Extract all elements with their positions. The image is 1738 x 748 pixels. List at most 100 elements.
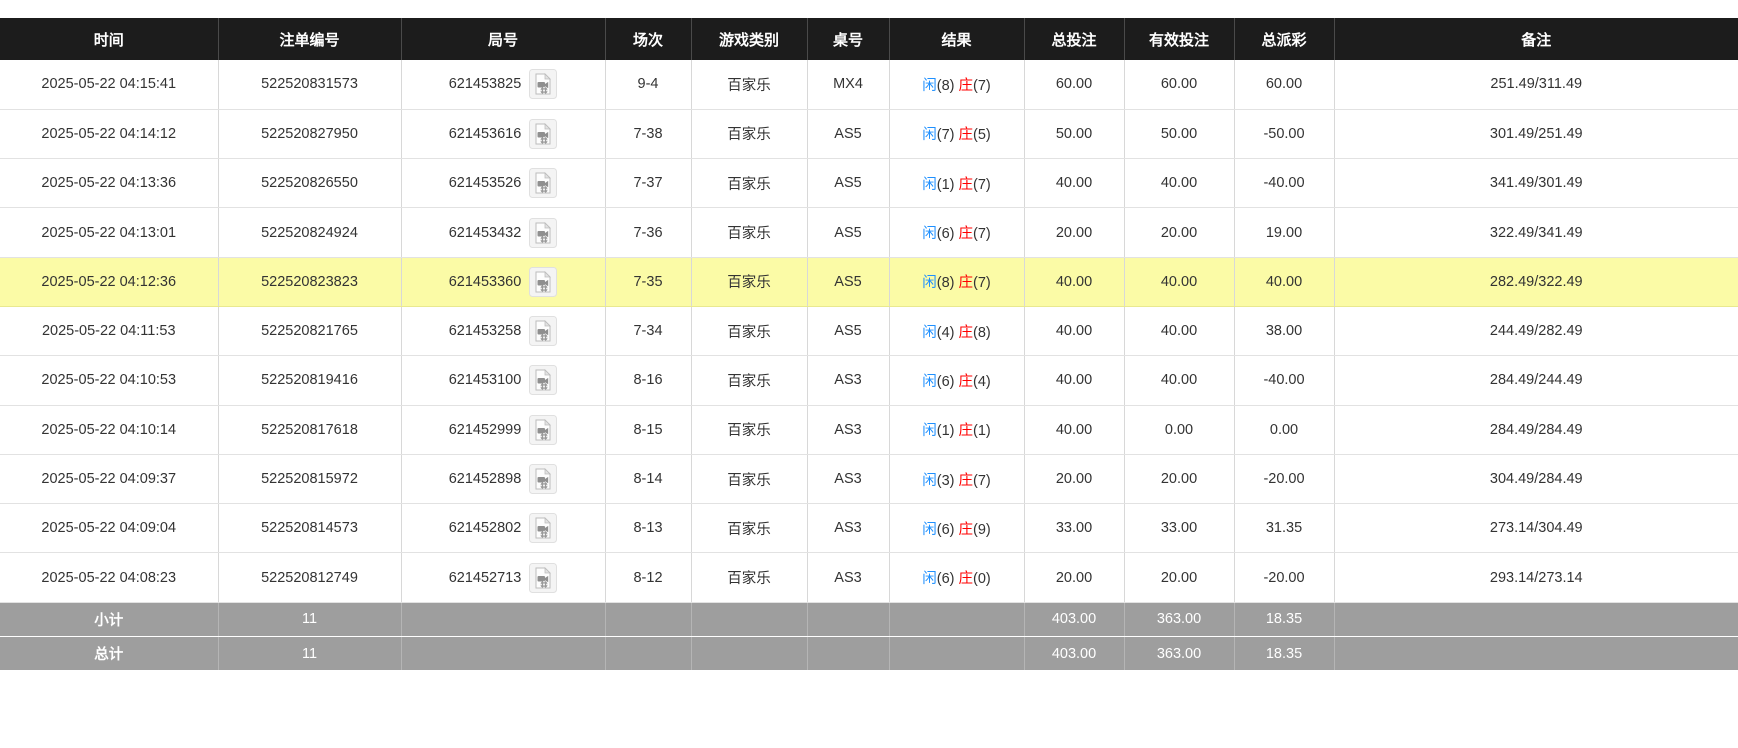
cell-bet-no: 522520824924 bbox=[218, 207, 402, 258]
table-row[interactable]: 2025-05-22 04:12:36 522520823823 621453360… bbox=[0, 257, 1738, 307]
cell-total-bet: 20.00 bbox=[1024, 207, 1125, 258]
table-row[interactable]: 2025-05-22 04:14:12 522520827950 621453616… bbox=[0, 109, 1738, 160]
cell-table-no: AS3 bbox=[807, 405, 890, 455]
round-no-text: 621453360 bbox=[448, 273, 522, 290]
footer-session-blank bbox=[605, 636, 692, 671]
video-replay-icon[interactable] bbox=[529, 414, 558, 445]
cell-game-type: 百家乐 bbox=[691, 405, 808, 455]
result-banker-score: (7) bbox=[973, 77, 991, 94]
video-replay-icon[interactable] bbox=[529, 464, 558, 495]
cell-round-no: 621453825 bbox=[401, 60, 606, 110]
video-replay-icon[interactable] bbox=[529, 316, 558, 347]
cell-bet-no: 522520817618 bbox=[218, 405, 402, 455]
cell-result: 闲(6) 庄(0) bbox=[889, 552, 1025, 603]
cell-time: 2025-05-22 04:14:12 bbox=[0, 109, 219, 160]
round-no-text: 621453432 bbox=[448, 224, 522, 241]
cell-game-type: 百家乐 bbox=[691, 109, 808, 160]
cell-session: 8-15 bbox=[605, 405, 692, 455]
cell-table-no: AS3 bbox=[807, 454, 890, 505]
result-player-label: 闲 bbox=[922, 77, 937, 94]
cell-total-bet: 40.00 bbox=[1024, 355, 1125, 406]
video-replay-icon[interactable] bbox=[529, 513, 558, 544]
cell-session: 8-16 bbox=[605, 355, 692, 406]
result-banker-score: (7) bbox=[973, 472, 991, 489]
column-header-total-bet[interactable]: 总投注 bbox=[1024, 18, 1125, 60]
cell-table-no: AS3 bbox=[807, 552, 890, 603]
cell-game-type: 百家乐 bbox=[691, 60, 808, 110]
cell-table-no: AS5 bbox=[807, 158, 890, 209]
cell-note: 322.49/341.49 bbox=[1334, 207, 1738, 258]
result-player-score: (1) bbox=[936, 423, 955, 440]
result-player-label: 闲 bbox=[922, 521, 937, 538]
cell-result: 闲(6) 庄(9) bbox=[889, 503, 1025, 554]
footer-count: 11 bbox=[218, 602, 402, 637]
result-banker-label: 庄 bbox=[958, 176, 974, 193]
column-header-note[interactable]: 备注 bbox=[1334, 18, 1738, 60]
cell-total-bet: 40.00 bbox=[1024, 306, 1125, 357]
cell-payout: -50.00 bbox=[1234, 109, 1335, 160]
cell-valid-bet: 33.00 bbox=[1124, 503, 1235, 554]
cell-total-bet: 20.00 bbox=[1024, 454, 1125, 505]
footer-valid-bet: 363.00 bbox=[1124, 636, 1235, 671]
footer-game-type-blank bbox=[691, 602, 808, 637]
footer-row: 小计 11 403.00 363.00 18.35 bbox=[0, 602, 1738, 637]
column-header-game-type[interactable]: 游戏类别 bbox=[691, 18, 808, 60]
round-no-text: 621453258 bbox=[448, 323, 522, 340]
round-no-text: 621453825 bbox=[448, 76, 522, 93]
cell-result: 闲(6) 庄(4) bbox=[889, 355, 1025, 406]
table-row[interactable]: 2025-05-22 04:13:36 522520826550 621453526… bbox=[0, 158, 1738, 209]
column-header-valid-bet[interactable]: 有效投注 bbox=[1124, 18, 1235, 60]
table-row[interactable]: 2025-05-22 04:13:01 522520824924 621453432… bbox=[0, 207, 1738, 258]
cell-session: 8-13 bbox=[605, 503, 692, 554]
table-footer: 小计 11 403.00 363.00 18.35 总计 11 403.00 363.00 18.… bbox=[0, 602, 1738, 671]
cell-note: 251.49/311.49 bbox=[1334, 60, 1738, 110]
table-row[interactable]: 2025-05-22 04:09:37 522520815972 621452898… bbox=[0, 454, 1738, 505]
result-banker-score: (9) bbox=[973, 521, 991, 538]
footer-session-blank bbox=[605, 602, 692, 637]
round-no-text: 621452999 bbox=[448, 421, 522, 438]
column-header-session[interactable]: 场次 bbox=[605, 18, 692, 60]
column-header-round-no[interactable]: 局号 bbox=[401, 18, 606, 60]
table-row[interactable]: 2025-05-22 04:10:14 522520817618 621452999… bbox=[0, 405, 1738, 455]
cell-session: 8-14 bbox=[605, 454, 692, 505]
result-player-score: (7) bbox=[936, 127, 955, 144]
table-row[interactable]: 2025-05-22 04:15:41 522520831573 621453825… bbox=[0, 60, 1738, 110]
cell-session: 8-12 bbox=[605, 552, 692, 603]
footer-label: 总计 bbox=[0, 636, 219, 671]
cell-note: 304.49/284.49 bbox=[1334, 454, 1738, 505]
video-replay-icon[interactable] bbox=[529, 266, 558, 297]
column-header-bet-no[interactable]: 注单编号 bbox=[218, 18, 402, 60]
result-player-label: 闲 bbox=[922, 423, 937, 440]
column-header-result[interactable]: 结果 bbox=[889, 18, 1025, 60]
cell-valid-bet: 20.00 bbox=[1124, 454, 1235, 505]
footer-table-no-blank bbox=[807, 636, 890, 671]
cell-result: 闲(3) 庄(7) bbox=[889, 454, 1025, 505]
cell-time: 2025-05-22 04:12:36 bbox=[0, 257, 219, 307]
cell-note: 282.49/322.49 bbox=[1334, 257, 1738, 307]
video-replay-icon[interactable] bbox=[529, 562, 558, 593]
cell-bet-no: 522520819416 bbox=[218, 355, 402, 406]
column-header-payout[interactable]: 总派彩 bbox=[1234, 18, 1335, 60]
cell-session: 7-38 bbox=[605, 109, 692, 160]
video-replay-icon[interactable] bbox=[529, 118, 558, 149]
video-replay-icon[interactable] bbox=[529, 69, 558, 100]
cell-result: 闲(7) 庄(5) bbox=[889, 109, 1025, 160]
cell-total-bet: 60.00 bbox=[1024, 60, 1125, 110]
video-replay-icon[interactable] bbox=[529, 168, 558, 199]
table-row[interactable]: 2025-05-22 04:10:53 522520819416 621453100… bbox=[0, 355, 1738, 406]
column-header-table-no[interactable]: 桌号 bbox=[807, 18, 890, 60]
cell-table-no: AS3 bbox=[807, 355, 890, 406]
video-replay-icon[interactable] bbox=[529, 217, 558, 248]
video-replay-icon[interactable] bbox=[529, 365, 558, 396]
table-row[interactable]: 2025-05-22 04:11:53 522520821765 621453258… bbox=[0, 306, 1738, 357]
footer-game-type-blank bbox=[691, 636, 808, 671]
footer-row: 总计 11 403.00 363.00 18.35 bbox=[0, 636, 1738, 671]
table-row[interactable]: 2025-05-22 04:09:04 522520814573 621452802… bbox=[0, 503, 1738, 554]
cell-game-type: 百家乐 bbox=[691, 306, 808, 357]
cell-time: 2025-05-22 04:13:36 bbox=[0, 158, 219, 209]
cell-session: 7-35 bbox=[605, 257, 692, 307]
cell-note: 284.49/244.49 bbox=[1334, 355, 1738, 406]
column-header-time[interactable]: 时间 bbox=[0, 18, 219, 60]
table-row[interactable]: 2025-05-22 04:08:23 522520812749 621452713… bbox=[0, 552, 1738, 603]
header-row: 时间 注单编号 局号 场次 游戏类别 桌号 结果 总投注 有效投注 总派彩 备注 bbox=[0, 18, 1738, 60]
